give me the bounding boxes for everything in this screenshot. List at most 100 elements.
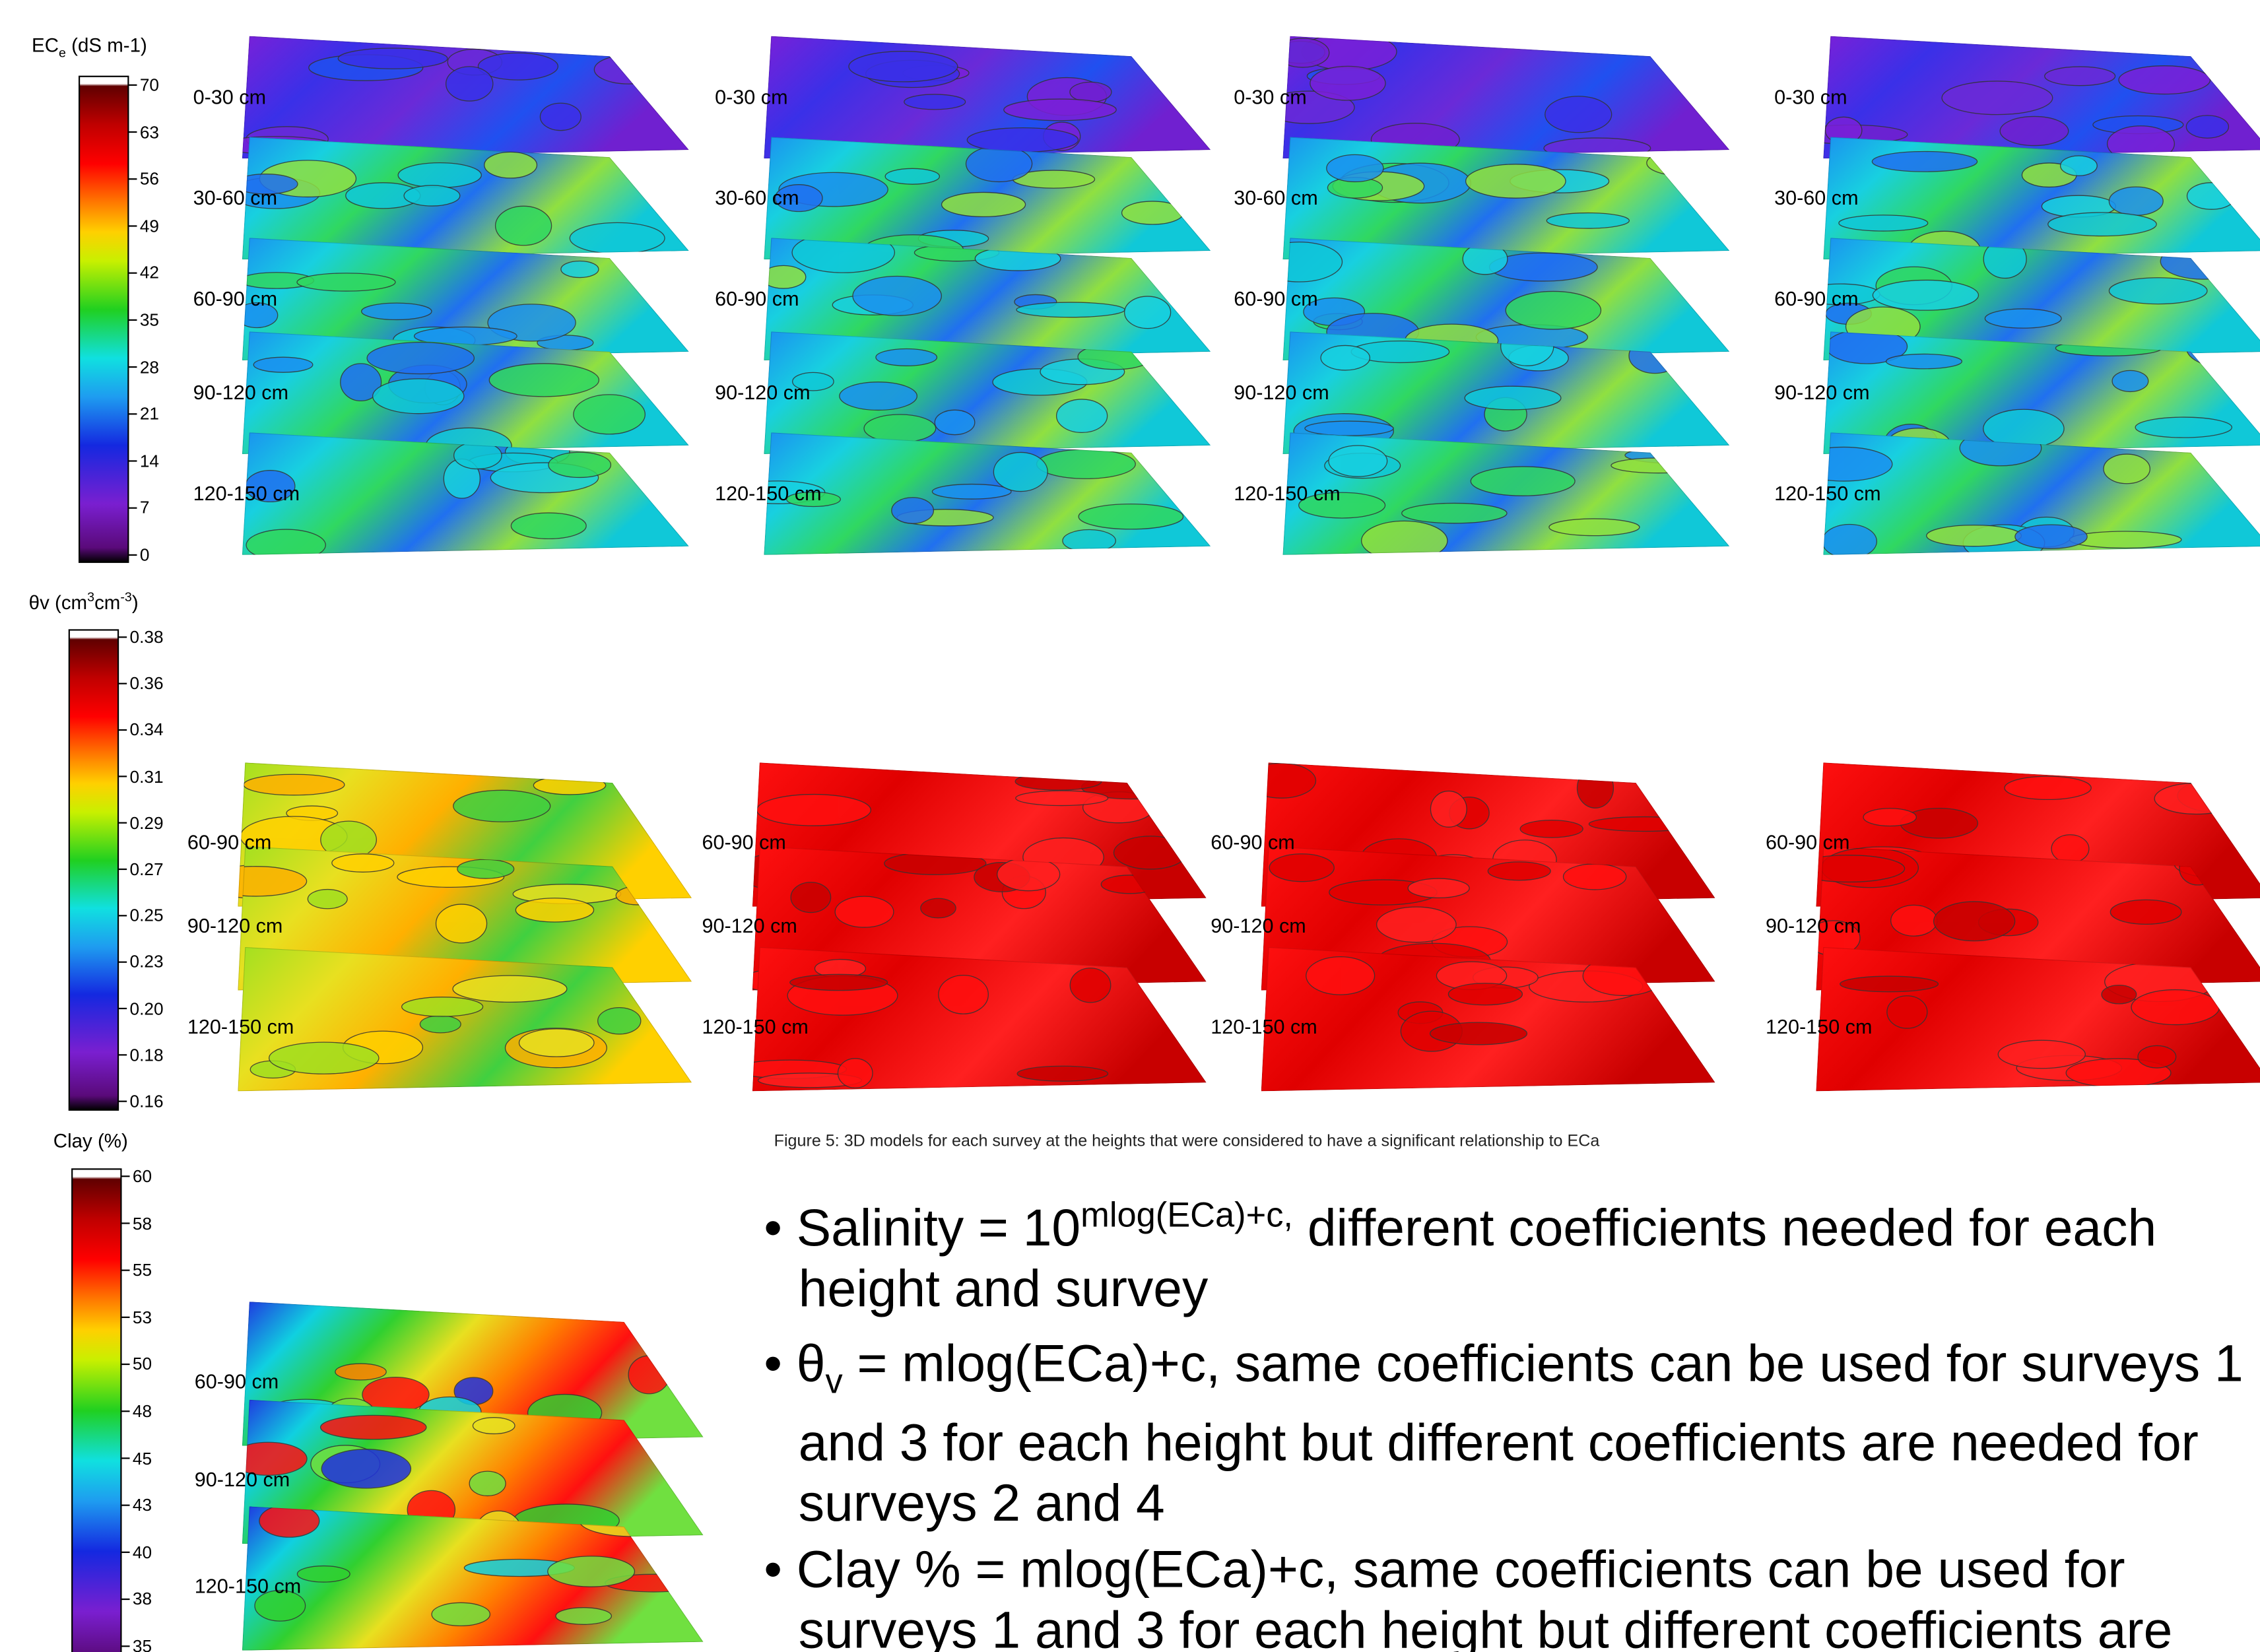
bullet-text: = mlog(ECa)+c, same coefficients can be … — [799, 1333, 2243, 1533]
colorbar-tick-label: 60 — [133, 1168, 152, 1185]
colorbar-tick-label: 55 — [133, 1262, 152, 1279]
depth-label: 90-120 cm — [1774, 382, 1869, 403]
map-blob — [885, 168, 939, 184]
map-blob — [1886, 354, 1962, 368]
map-blob — [1269, 854, 1334, 882]
map-blob — [453, 975, 567, 1002]
bullet-subscript: v — [825, 1362, 842, 1401]
map-blob — [1839, 215, 1928, 231]
map-blob — [1327, 154, 1383, 182]
colorbar-tick-label: 0.29 — [130, 814, 164, 832]
colorbar — [79, 77, 128, 562]
map-blob — [942, 192, 1026, 216]
map-blob — [1465, 386, 1561, 410]
map-blob — [548, 1556, 635, 1587]
depth-label: 30-60 cm — [193, 187, 277, 208]
colorbar-tick-label: 35 — [133, 1637, 152, 1652]
map-blob — [2109, 278, 2207, 304]
colorbar-tick-label: 0.23 — [130, 954, 164, 971]
map-blob — [335, 1364, 386, 1380]
map-blob — [1873, 280, 1978, 310]
depth-label: 30-60 cm — [1234, 187, 1317, 208]
map-blob — [297, 273, 395, 291]
legend-title: Clay (%) — [53, 1130, 128, 1152]
colorbar-tick-label: 42 — [140, 265, 159, 282]
map-blob — [1891, 905, 1937, 936]
map-blob — [548, 452, 611, 477]
map-blob — [1430, 1022, 1527, 1045]
map-blob — [496, 206, 552, 245]
legend-title: θv (cm3cm-3) — [29, 589, 139, 613]
map-blob — [308, 890, 347, 909]
map-blob — [1125, 296, 1171, 329]
bullet: • θv = mlog(ECa)+c, same coefficients ca… — [764, 1333, 2260, 1534]
depth-label: 60-90 cm — [1234, 288, 1317, 309]
map-blob — [1942, 81, 2053, 115]
map-blob — [373, 379, 464, 414]
map-blob — [1647, 150, 1719, 176]
map-blob — [561, 261, 599, 277]
map-blob — [2104, 454, 2150, 484]
map-blob — [761, 265, 805, 288]
map-blob — [1057, 399, 1108, 432]
colorbar — [72, 1169, 121, 1652]
colorbar-tick-label: 58 — [133, 1214, 152, 1232]
map-blob — [1377, 907, 1456, 942]
colorbar-tick-label: 49 — [140, 217, 159, 234]
map-blob — [1448, 983, 1522, 1005]
map-blob — [1471, 467, 1575, 496]
colorbar-tick-label: 0.20 — [130, 1000, 164, 1017]
map-blob — [457, 859, 514, 878]
colorbar-tick-label: 50 — [133, 1356, 152, 1373]
depth-label: 120-150 cm — [195, 1575, 301, 1596]
map-blob — [2045, 67, 2115, 86]
map-blob — [1795, 447, 1892, 481]
depth-label: 90-120 cm — [702, 915, 797, 936]
depth-label: 60-90 cm — [195, 1371, 279, 1391]
legend-title-part: e — [59, 46, 66, 60]
map-blob — [1998, 1040, 2085, 1069]
map-blob — [1113, 836, 1187, 869]
map-blob — [515, 898, 593, 922]
legend-title-part: Clay (%) — [53, 1130, 128, 1152]
depth-label: 60-90 cm — [715, 288, 799, 309]
colorbar — [69, 630, 118, 1109]
map-blob — [2154, 783, 2238, 814]
bullet-superscript: mlog(ECa)+c, — [1080, 1197, 1293, 1236]
depth-label: 120-150 cm — [187, 1016, 294, 1037]
colorbar-tick-label: 0.34 — [130, 721, 164, 739]
colorbar-tick-label: 43 — [133, 1497, 152, 1514]
map-blob — [1934, 902, 2015, 941]
map-blob — [1822, 525, 1877, 559]
depth-label: 0-30 cm — [1234, 86, 1306, 107]
map-blob — [2119, 66, 2210, 94]
map-layer — [1282, 432, 1729, 560]
depth-label: 60-90 cm — [1774, 288, 1858, 309]
map-blob — [1277, 38, 1329, 67]
map-blob — [864, 414, 936, 442]
map-layer — [242, 432, 689, 560]
map-blob — [338, 48, 448, 69]
map-blob — [939, 975, 988, 1014]
map-blob — [556, 1608, 611, 1625]
depth-label: 30-60 cm — [1774, 187, 1858, 208]
legend-title-part: EC — [32, 34, 59, 56]
map-blob — [598, 1008, 641, 1034]
map-blob — [2109, 187, 2163, 215]
legend-title-part: ) — [132, 592, 139, 614]
map-blob — [2135, 417, 2232, 438]
map-blob — [1549, 519, 1640, 536]
colorbar-tick-label: 38 — [133, 1591, 152, 1608]
slide: • Salinity = 10mlog(ECa)+c, different co… — [0, 0, 2260, 1652]
depth-label: 60-90 cm — [187, 832, 271, 852]
map-blob — [935, 410, 975, 434]
map-blob — [246, 529, 325, 560]
map-blob — [1079, 504, 1183, 529]
colorbar-tick-label: 45 — [133, 1449, 152, 1467]
depth-label: 0-30 cm — [193, 86, 266, 107]
map-blob — [362, 303, 432, 319]
colorbar-tick-label: 56 — [140, 170, 159, 187]
colorbar-tick-label: 21 — [140, 405, 159, 422]
map-blob — [367, 343, 474, 374]
map-blob — [1985, 309, 2061, 328]
